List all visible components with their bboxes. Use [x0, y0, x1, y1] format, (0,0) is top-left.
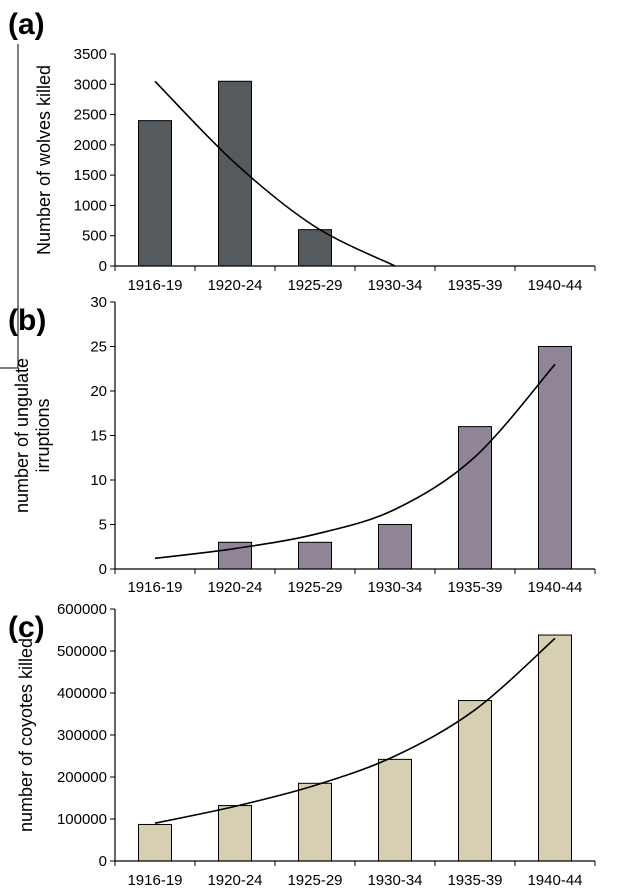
- bar-1930-34: [378, 524, 412, 570]
- y-tick-label: 100000: [57, 811, 107, 828]
- x-tick-label: 1925-29: [287, 872, 342, 889]
- bar-1940-44: [538, 634, 572, 862]
- bar-1935-39: [458, 426, 492, 570]
- panel-label: (c): [8, 611, 45, 644]
- y-tick-label: 10: [90, 472, 107, 489]
- y-tick-label: 15: [90, 428, 107, 445]
- y-tick-label: 200000: [57, 769, 107, 786]
- y-tick-label: 0: [99, 258, 107, 275]
- y-tick-label: 20: [90, 383, 107, 400]
- y-axis-label-line: number of coyotes killed: [16, 638, 36, 832]
- bar-1925-29: [298, 782, 332, 862]
- y-axis-label-line: irruptions: [33, 398, 53, 472]
- trend-line: [154, 80, 396, 267]
- x-tick-label: 1916-19: [127, 579, 182, 596]
- x-tick-label: 1940-44: [527, 277, 582, 294]
- x-tick-label: 1920-24: [207, 872, 262, 889]
- y-tick-label: 300000: [57, 727, 107, 744]
- y-tick-label: 400000: [57, 685, 107, 702]
- chart-panel-a: (a) Number of wolves killed 0 500 1000 1500 20…: [8, 8, 596, 294]
- x-tick-label: 1930-34: [367, 277, 422, 294]
- panel-label: (a): [8, 8, 45, 41]
- y-axis-label-line: number of ungulate: [12, 358, 32, 513]
- y-tick-label: 1500: [74, 167, 107, 184]
- y-tick-label: 500000: [57, 643, 107, 660]
- bar-1925-29: [298, 229, 332, 267]
- x-tick-label: 1920-24: [207, 579, 262, 596]
- y-tick-label: 0: [99, 561, 107, 578]
- y-tick-label: 500: [82, 228, 107, 245]
- trend-line: [154, 363, 556, 560]
- y-axis-label-line: Number of wolves killed: [34, 65, 54, 255]
- y-tick-label: 600000: [57, 601, 107, 618]
- x-tick-label: 1925-29: [287, 579, 342, 596]
- x-tick-label: 1916-19: [127, 277, 182, 294]
- y-tick-label: 3500: [74, 46, 107, 63]
- trend-line: [154, 637, 556, 824]
- x-tick-label: 1935-39: [447, 277, 502, 294]
- y-tick-label: 3000: [74, 76, 107, 93]
- x-tick-label: 1916-19: [127, 872, 182, 889]
- bar-1920-24: [218, 805, 252, 862]
- y-tick-label: 5: [99, 517, 107, 534]
- x-tick-label: 1935-39: [447, 579, 502, 596]
- bar-1916-19: [138, 120, 172, 267]
- y-tick-label: 2500: [74, 107, 107, 124]
- y-axis-label: number of ungulateirruptions: [12, 358, 53, 513]
- chart-panel-b: (b) number of ungulateirruptions 0 5 10 15 20 2…: [8, 294, 596, 596]
- x-tick-label: 1920-24: [207, 277, 262, 294]
- bar-1916-19: [138, 823, 172, 862]
- y-tick-label: 25: [90, 339, 107, 356]
- bar-1935-39: [458, 700, 492, 862]
- bar-1940-44: [538, 346, 572, 570]
- x-tick-label: 1925-29: [287, 277, 342, 294]
- x-tick-label: 1940-44: [527, 872, 582, 889]
- x-tick-label: 1930-34: [367, 872, 422, 889]
- x-tick-label: 1930-34: [367, 579, 422, 596]
- y-tick-label: 2000: [74, 137, 107, 154]
- y-tick-label: 1000: [74, 197, 107, 214]
- y-axis-label: number of coyotes killed: [16, 638, 36, 832]
- panel-label: (b): [8, 304, 46, 337]
- x-tick-label: 1935-39: [447, 872, 502, 889]
- bar-1930-34: [378, 758, 412, 862]
- x-tick-label: 1940-44: [527, 579, 582, 596]
- chart-panel-c: (c)number of coyotes killed 0 100000 200000…: [8, 601, 596, 889]
- y-axis-label: Number of wolves killed: [34, 65, 54, 255]
- bar-1925-29: [298, 541, 332, 570]
- y-tick-label: 0: [99, 853, 107, 870]
- y-tick-label: 30: [90, 294, 107, 311]
